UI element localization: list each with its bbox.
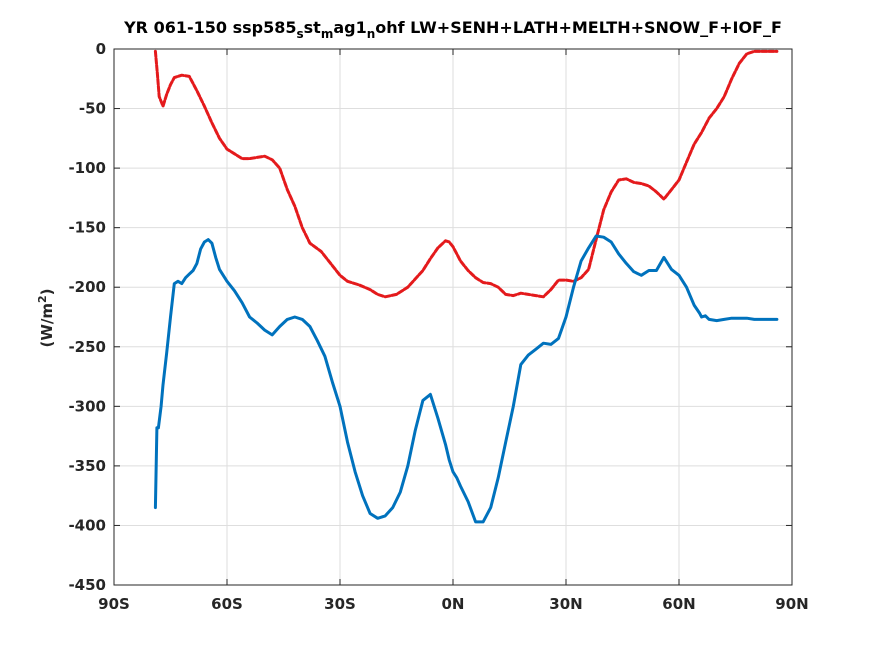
y-tick-label: -100 — [68, 159, 106, 177]
title-part-mid-2: ag1 — [333, 18, 366, 37]
ylabel-superscript: 2 — [36, 295, 49, 303]
ylabel-suffix: ) — [38, 288, 56, 295]
x-tick-label: 90S — [98, 595, 130, 613]
y-tick-label: -300 — [68, 397, 106, 415]
series-line-1 — [153, 49, 779, 299]
y-tick-label: -200 — [68, 278, 106, 296]
x-tick-label: 60S — [211, 595, 243, 613]
x-tick-labels: 90S 60S 30S 0N 30N 60N 90N — [98, 595, 809, 613]
y-axis-label: (W/m2) — [36, 288, 56, 347]
chart-title: YR 061-150 ssp585sstmag1nohf LW+SENH+LAT… — [123, 18, 782, 41]
title-part-suffix: ohf LW+SENH+LATH+MELTH+SNOW_F+IOF_F — [375, 18, 782, 37]
ylabel-prefix: (W/m — [38, 303, 56, 348]
y-tick-label: -150 — [68, 219, 106, 237]
series-layer — [153, 49, 779, 524]
y-tick-label: -400 — [68, 516, 106, 534]
y-tick-label: -450 — [68, 576, 106, 594]
x-tick-label: 30S — [324, 595, 356, 613]
x-tick-label: 0N — [442, 595, 465, 613]
y-tick-label: -350 — [68, 457, 106, 475]
x-tick-label: 90N — [775, 595, 808, 613]
title-sub-2: m — [321, 27, 334, 41]
ticks — [113, 48, 793, 586]
y-tick-label: -50 — [79, 100, 106, 118]
x-tick-label: 60N — [662, 595, 695, 613]
title-sub-1: s — [296, 27, 303, 41]
x-tick-label: 30N — [549, 595, 582, 613]
title-sub-3: n — [367, 27, 376, 41]
title-part-mid-1: st — [304, 18, 322, 37]
y-tick-labels: 0 -50 -100 -150 -200 -250 -300 -350 -400 -450 — [68, 40, 106, 594]
series-line-2 — [153, 234, 779, 524]
y-tick-label: -250 — [68, 338, 106, 356]
y-tick-label: 0 — [96, 40, 106, 58]
title-part-prefix: YR 061-150 ssp585 — [123, 18, 296, 37]
